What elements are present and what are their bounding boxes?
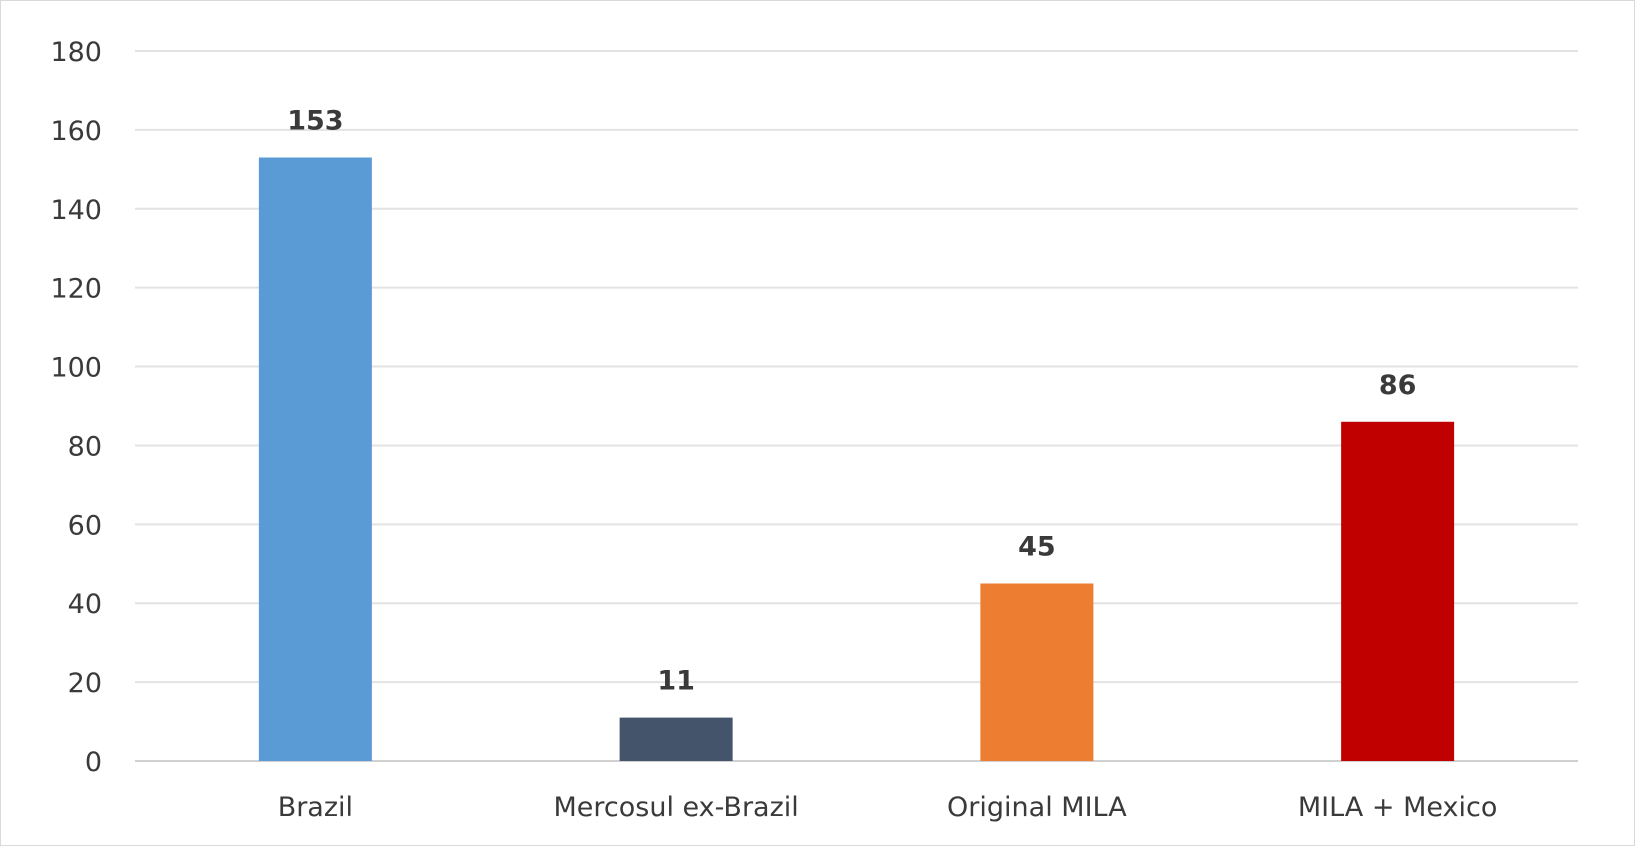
x-category-label: Mercosul ex-Brazil — [553, 792, 798, 823]
y-tick-label: 0 — [85, 747, 102, 778]
y-tick-label: 80 — [68, 431, 102, 462]
y-tick-label: 40 — [68, 589, 102, 620]
gridlines — [135, 50, 1578, 762]
x-category-label: Brazil — [278, 792, 353, 823]
bar-mila-mexico — [1341, 421, 1455, 761]
data-label: 45 — [1018, 532, 1056, 563]
y-tick-label: 160 — [50, 116, 102, 147]
y-tick-label: 140 — [50, 195, 102, 226]
y-tick-label: 100 — [50, 353, 102, 384]
bars — [258, 157, 1455, 761]
x-category-label: MILA + Mexico — [1298, 792, 1497, 823]
y-tick-label: 60 — [68, 510, 102, 541]
data-label: 86 — [1379, 370, 1417, 401]
bar-mercosul-ex-brazil — [619, 717, 733, 761]
y-tick-label: 180 — [50, 37, 102, 68]
y-tick-label: 20 — [68, 668, 102, 699]
y-tick-label: 120 — [50, 274, 102, 305]
data-label: 11 — [657, 666, 695, 697]
bar-brazil — [258, 157, 372, 761]
x-category-label: Original MILA — [947, 792, 1127, 823]
data-label: 153 — [287, 106, 343, 137]
data-labels: 153 11 45 86 — [287, 106, 1416, 697]
bar-original-mila — [980, 583, 1094, 761]
x-axis-categories: Brazil Mercosul ex-Brazil Original MILA MIL… — [278, 792, 1498, 823]
y-axis-ticks: 0 20 40 60 80 100 120 140 160 180 — [50, 37, 102, 778]
